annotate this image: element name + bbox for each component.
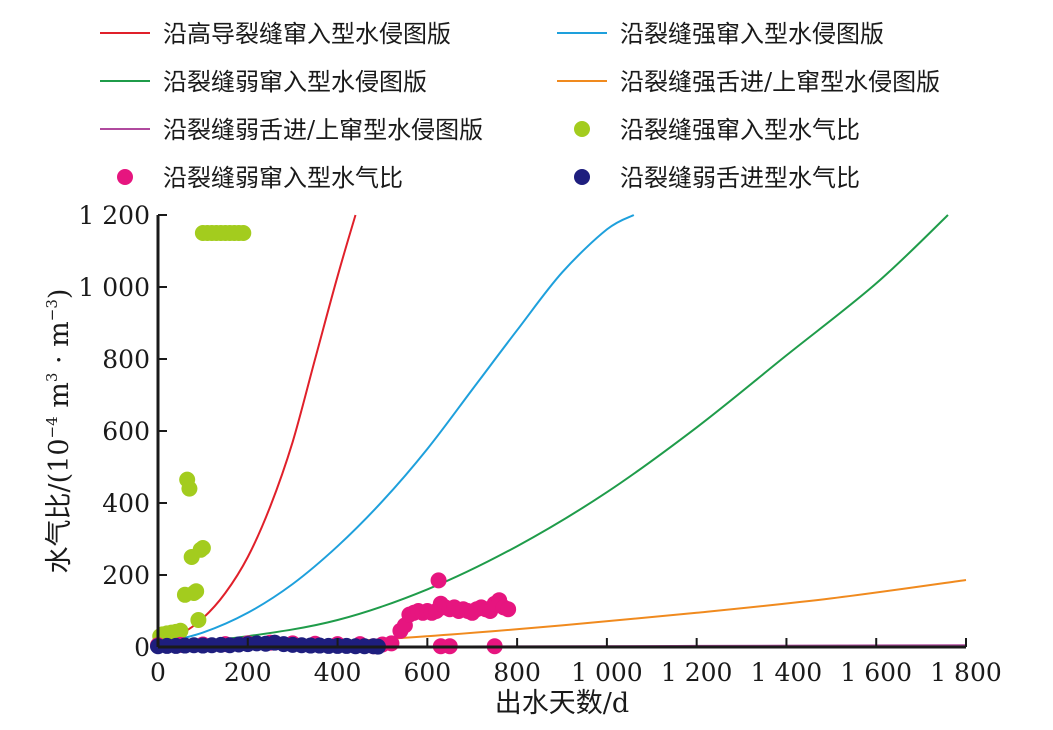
y-tick-label: 1 200 [78, 201, 150, 230]
scatter-point-series-1 [188, 583, 205, 600]
y-axis-label: 水气比/(10−4 m3 · m−3) [43, 289, 75, 574]
y-tick-label: 1 000 [78, 273, 150, 302]
x-tick-label: 0 [150, 658, 166, 687]
legend-item: 沿裂缝强舌进/上窜型水侵图版 [557, 68, 940, 96]
legend-dot-swatch [117, 169, 133, 185]
axes: 0 200 400 600 800 1 000 1 200 1 400 1 600 1 800 0… [78, 201, 1001, 687]
legend-item: 沿裂缝强窜入型水气比 [574, 116, 860, 144]
x-tick-label: 1 400 [751, 658, 823, 687]
x-tick-label: 200 [224, 658, 272, 687]
legend-item: 沿裂缝弱窜入型水气比 [117, 164, 403, 192]
y-tick-label: 0 [134, 633, 150, 662]
legend-label: 沿裂缝弱舌进型水气比 [620, 164, 860, 192]
legend-label: 沿裂缝强舌进/上窜型水侵图版 [620, 68, 940, 96]
series-scatter [150, 225, 517, 655]
series-line-1 [157, 214, 357, 645]
scatter-point-series-1 [181, 480, 198, 497]
legend-dot-swatch [574, 121, 590, 137]
x-axis-label: 出水天数/d [495, 688, 629, 719]
scatter-point-series-1 [172, 622, 189, 639]
x-tick-label: 1 000 [571, 658, 643, 687]
scatter-point-series-1 [194, 540, 211, 556]
legend-label: 沿裂缝强窜入型水气比 [620, 116, 860, 144]
x-tick-label: 1 600 [840, 658, 912, 687]
x-ticks: 0 200 400 600 800 1 000 1 200 1 400 1 600 1 800 [150, 638, 1002, 687]
legend-item: 沿裂缝弱舌进型水气比 [574, 164, 860, 192]
scatter-point-series-2 [430, 572, 447, 589]
legend-label: 沿裂缝强窜入型水侵图版 [620, 20, 884, 48]
series-line-3 [157, 214, 949, 647]
y-tick-label: 400 [102, 489, 150, 518]
legend-item: 沿裂缝弱窜入型水侵图版 [100, 68, 427, 96]
legend-dot-swatch [574, 169, 590, 185]
legend-label: 沿高导裂缝窜入型水侵图版 [163, 20, 451, 48]
legend-item: 沿裂缝弱舌进/上窜型水侵图版 [100, 116, 483, 144]
scatter-point-series-1 [190, 612, 207, 628]
y-tick-label: 600 [102, 417, 150, 446]
x-tick-label: 800 [493, 658, 541, 687]
series-lines [157, 214, 967, 648]
scatter-point-series-2 [500, 601, 517, 618]
legend-label: 沿裂缝弱窜入型水侵图版 [163, 68, 427, 96]
x-tick-label: 1 200 [661, 658, 733, 687]
legend-label: 沿裂缝弱舌进/上窜型水侵图版 [163, 116, 483, 144]
y-tick-label: 200 [102, 561, 150, 590]
legend-item: 沿裂缝强窜入型水侵图版 [557, 20, 884, 48]
plot-area [150, 214, 967, 655]
x-tick-label: 600 [403, 658, 451, 687]
legend-label: 沿裂缝弱窜入型水气比 [163, 164, 403, 192]
x-tick-label: 400 [314, 658, 362, 687]
y-tick-label: 800 [102, 345, 150, 374]
scatter-point-series-1 [235, 225, 252, 241]
legend-item: 沿高导裂缝窜入型水侵图版 [100, 20, 451, 48]
y-ticks: 0 200 400 600 800 1 000 1 200 [78, 201, 167, 662]
x-tick-label: 1 800 [930, 658, 1002, 687]
series-line-2 [157, 214, 635, 646]
